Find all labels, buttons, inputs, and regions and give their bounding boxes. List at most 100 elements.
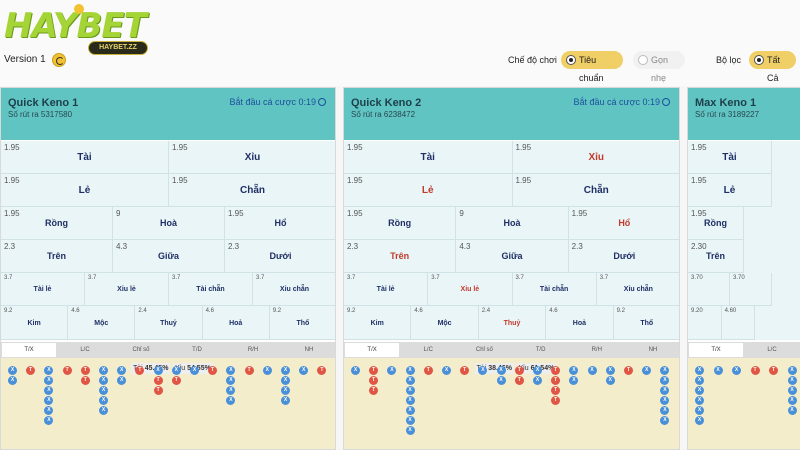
bet-option[interactable]: 1.95 Lẻ bbox=[688, 174, 772, 207]
xiu-result-dot: X bbox=[569, 376, 579, 385]
tai-result-dot: T bbox=[551, 376, 561, 385]
bet-option[interactable]: 1.95 Lẻ bbox=[1, 174, 169, 207]
bet-option[interactable]: 4.6 Hoả bbox=[546, 306, 614, 340]
result-board: Tài 45.45%Xỉu 54.55%XXTXXXXXXTTTXXXXXXXT… bbox=[1, 358, 335, 449]
odds-value: 4.6 bbox=[549, 308, 558, 314]
bet-label: Hổ bbox=[618, 218, 631, 228]
stats-tab[interactable]: Chỉ số bbox=[132, 347, 150, 353]
bet-option[interactable]: 4.6 Mộc bbox=[68, 306, 136, 340]
stats-tab[interactable]: L/C bbox=[767, 347, 777, 353]
mode-standard-radio[interactable]: Tiêu chuẩn bbox=[561, 51, 623, 83]
tai-result-dot: T bbox=[244, 366, 254, 375]
bet-option[interactable]: 9 Hoà bbox=[113, 207, 225, 240]
bet-option[interactable]: 3.7 Xỉu chẵn bbox=[596, 273, 679, 306]
bet-option[interactable]: 1.95 Hổ bbox=[225, 207, 335, 240]
odds-value: 4.3 bbox=[459, 242, 471, 251]
bet-option[interactable]: 3.7 Xỉu lẻ bbox=[428, 273, 513, 306]
bet-option[interactable]: 2.3 Trên bbox=[344, 240, 457, 273]
bet-option[interactable]: 2.3 Dưới bbox=[568, 240, 679, 273]
xiu-result-dot: X bbox=[281, 386, 290, 395]
xiu-result-dot: X bbox=[605, 366, 615, 375]
stats-tab[interactable]: T/X bbox=[345, 343, 400, 357]
bet-option[interactable]: 9 Hoà bbox=[456, 207, 569, 240]
xiu-result-dot: X bbox=[695, 386, 704, 395]
bet-option[interactable]: 2.3 Trên bbox=[1, 240, 113, 273]
bet-option[interactable]: 3.7 Tài chẵn bbox=[512, 273, 597, 306]
bet-option[interactable]: 3.7 Tài lẻ bbox=[1, 273, 85, 306]
bet-option[interactable]: 1.95 Xỉu bbox=[169, 141, 335, 174]
bet-option[interactable]: 4.6 Mộc bbox=[411, 306, 479, 340]
bet-option[interactable]: 1.95 Xỉu bbox=[512, 141, 679, 174]
haybet-logo[interactable]: HAYBET bbox=[4, 4, 147, 46]
bet-option[interactable]: 3.7 Xỉu chẵn bbox=[253, 273, 335, 306]
bet-option[interactable]: 2.30 Trên bbox=[688, 240, 744, 273]
result-board: XXXXXXXXTTXXXXXTTT bbox=[688, 358, 800, 449]
xiu-result-dot: X bbox=[8, 376, 17, 385]
bet-option[interactable]: 9.2 Thổ bbox=[613, 306, 679, 340]
bet-option[interactable]: 4.3 Giữa bbox=[113, 240, 225, 273]
stats-tab[interactable]: T/D bbox=[535, 347, 546, 353]
xiu-result-dot: X bbox=[787, 366, 797, 375]
bet-label: Xỉu bbox=[244, 152, 261, 163]
stats-tab[interactable]: Chỉ số bbox=[475, 347, 493, 353]
bet-option[interactable]: 1.95 Chẵn bbox=[512, 174, 679, 207]
bet-option[interactable]: 1.95 Chẵn bbox=[169, 174, 335, 207]
stats-tab[interactable]: T/X bbox=[689, 343, 743, 357]
bet-option[interactable]: 9.2 Kim bbox=[344, 306, 412, 340]
stats-tab[interactable]: NH bbox=[304, 347, 314, 353]
xiu-result-dot: X bbox=[642, 366, 652, 375]
odds-value: 2.3 bbox=[4, 242, 16, 251]
stats-tab[interactable]: R/H bbox=[247, 347, 259, 353]
url-badge[interactable]: HAYBET.ZZ bbox=[88, 41, 148, 55]
bet-option[interactable]: 9.2 Kim bbox=[1, 306, 69, 340]
xiu-result-dot: X bbox=[605, 376, 615, 385]
odds-value: 1.95 bbox=[515, 176, 532, 185]
bet-option[interactable]: 4.6 Hoả bbox=[202, 306, 270, 340]
bet-option[interactable]: 3.70 bbox=[730, 273, 772, 306]
bet-option[interactable]: 2.3 Dưới bbox=[225, 240, 335, 273]
bet-option[interactable]: 3.7 Tài chẵn bbox=[169, 273, 253, 306]
stats-tab[interactable]: L/C bbox=[423, 347, 433, 353]
game-panel: Max Keno 1 Số rút ra 3189227 1.95 Tài 1.95 Lẻ… bbox=[687, 87, 800, 450]
bet-option[interactable]: 4.3 Giữa bbox=[456, 240, 569, 273]
stats-tab[interactable]: T/X bbox=[2, 343, 56, 357]
mode-compact-radio[interactable]: Gọn nhẹ bbox=[633, 51, 685, 83]
game-panel: Quick Keno 1 Số rút ra 5317580 Bắt đầu cá … bbox=[0, 87, 336, 450]
bet-option[interactable]: 1.95 Hổ bbox=[568, 207, 679, 240]
bet-option[interactable]: 1.95 Tài bbox=[1, 141, 169, 174]
xiu-result-dot: X bbox=[117, 376, 127, 385]
bet-option[interactable]: 9.20 bbox=[688, 306, 722, 340]
xiu-result-dot: X bbox=[171, 366, 181, 375]
xiu-result-dot: X bbox=[226, 386, 236, 395]
bet-label: Xỉu chẵn bbox=[279, 286, 310, 293]
bet-option[interactable]: 4.60 bbox=[721, 306, 756, 340]
odds-row: 1.95 Tài 1.95 Xỉu bbox=[1, 141, 335, 174]
bet-label: Hoà bbox=[159, 218, 177, 228]
bet-option[interactable]: 1.95 Rồng bbox=[344, 207, 457, 240]
bet-option[interactable]: 9.2 Thổ bbox=[269, 306, 335, 340]
bet-option[interactable]: 1.95 Tài bbox=[688, 141, 772, 174]
refresh-icon[interactable] bbox=[52, 53, 66, 67]
clock-icon bbox=[662, 98, 670, 106]
bet-option[interactable]: 1.95 Lẻ bbox=[344, 174, 513, 207]
xiu-result-dot: X bbox=[695, 366, 704, 375]
panel-header: Quick Keno 2 Số rút ra 6238472 Bắt đầu cá … bbox=[344, 88, 679, 140]
stats-tab[interactable]: NH bbox=[648, 347, 658, 353]
bet-option[interactable]: 3.70 bbox=[688, 273, 730, 306]
bet-option[interactable]: 1.95 Rồng bbox=[688, 207, 744, 240]
stats-tab[interactable]: L/C bbox=[80, 347, 90, 353]
stats-tab[interactable]: T/D bbox=[192, 347, 202, 353]
stats-tab[interactable]: R/H bbox=[591, 347, 602, 353]
bet-label: Hoà bbox=[503, 218, 521, 228]
bet-option[interactable]: 3.7 Xỉu lẻ bbox=[85, 273, 169, 306]
stats-tabs: T/X L/C bbox=[688, 342, 800, 358]
bet-option[interactable]: 2.4 Thuỷ bbox=[135, 306, 203, 340]
bet-option[interactable]: 2.4 Thuỷ bbox=[478, 306, 547, 340]
bet-option[interactable]: 1.95 Tài bbox=[344, 141, 513, 174]
bet-option[interactable]: 3.7 Tài lẻ bbox=[344, 273, 429, 306]
bet-option[interactable]: 1.95 Rồng bbox=[1, 207, 113, 240]
xiu-result-dot: X bbox=[44, 396, 54, 405]
filter-all-radio[interactable]: Tất Cả bbox=[749, 51, 796, 83]
tai-result-dot: T bbox=[460, 366, 470, 375]
xiu-result-dot: X bbox=[660, 366, 670, 375]
